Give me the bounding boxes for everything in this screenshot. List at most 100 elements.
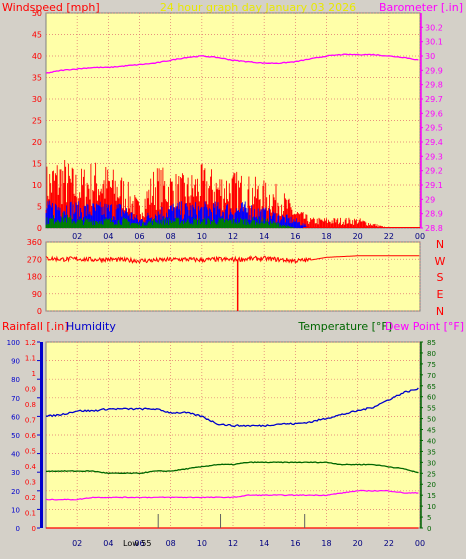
temperature-tick-label: 85 xyxy=(427,339,436,347)
temperature-axis-title: Temperature [°F] xyxy=(297,320,392,333)
humidity-tick-label: 50 xyxy=(11,432,20,440)
humidity-tick-label: 0 xyxy=(16,525,20,533)
compass-label: S xyxy=(437,271,444,284)
dew-point-line xyxy=(45,489,419,501)
direction-series-group xyxy=(45,255,420,311)
humidity-axis-title: Humidity xyxy=(66,320,116,333)
rainfall-ticks: 0 0.1 0.2 0.3 0.4 0.5 0.6 0.7 0.8 0.9 1 1.1 1.2 xyxy=(25,339,37,533)
temperature-tick-label: 70 xyxy=(427,372,436,380)
windspeed-tick-label: 0 xyxy=(37,224,42,233)
x-tick-label: 18 xyxy=(321,232,331,241)
windspeed-tick-label: 10 xyxy=(32,181,42,190)
direction-tick-label: 360 xyxy=(27,238,42,247)
humidity-tick-label: 70 xyxy=(11,395,20,403)
temperature-ticks: 0 5 10 15 20 25 30 35 40 45 50 55 60 65 70 75 80 85 xyxy=(420,339,436,533)
x-tick-label: 20 xyxy=(353,232,363,241)
rainfall-axis-title: Rainfall [.in] xyxy=(2,320,69,333)
temperature-tick-label: 75 xyxy=(427,361,436,369)
barometer-tick-label: 30 xyxy=(425,52,435,61)
x-tick-label: 00 xyxy=(415,539,425,548)
barometer-axis-title: Barometer [.in] xyxy=(379,1,463,14)
temperature-tick-label: 35 xyxy=(427,448,436,456)
x-tick-label: 06 xyxy=(134,539,144,548)
humidity-scale-bar xyxy=(40,342,43,528)
rainfall-tick-label: 1.1 xyxy=(25,355,36,363)
humidity-tick-label: 10 xyxy=(11,506,20,514)
windspeed-tick-label: 20 xyxy=(32,138,42,147)
barometer-tick-label: 29 xyxy=(425,195,435,204)
windspeed-axis-title: Windspeed [mph] xyxy=(2,1,100,14)
rainfall-tick-label: 0.2 xyxy=(25,494,36,502)
direction-tick-label: 90 xyxy=(32,290,42,299)
x-tick-label: 04 xyxy=(103,539,113,548)
compass-label: E xyxy=(437,288,444,301)
barometer-tick-label: 29.9 xyxy=(425,66,443,75)
x-tick-label: 18 xyxy=(321,539,331,548)
x-tick-label: 10 xyxy=(197,539,207,548)
temperature-tick-label: 15 xyxy=(427,492,436,500)
rainfall-tick-label: 0.3 xyxy=(25,479,36,487)
barometer-tick-label: 29.5 xyxy=(425,124,443,133)
wind-direction-line xyxy=(45,255,420,265)
humidity-tick-label: 30 xyxy=(11,469,20,477)
barometer-tick-label: 29.7 xyxy=(425,95,443,104)
rainfall-tick-label: 0.5 xyxy=(25,448,36,456)
dew-point-axis-title: Dew Point [°F] xyxy=(385,320,464,333)
barometer-tick-label: 29.3 xyxy=(425,152,443,161)
temperature-tick-label: 55 xyxy=(427,405,436,413)
humidity-tick-label: 80 xyxy=(11,376,20,384)
compass-label: W xyxy=(435,255,446,268)
rainfall-tick-label: 0.8 xyxy=(25,401,36,409)
barometer-tick-label: 30.2 xyxy=(425,23,443,32)
x-tick-label: 06 xyxy=(134,232,144,241)
temperature-tick-label: 65 xyxy=(427,383,436,391)
x-tick-label: 00 xyxy=(415,232,425,241)
rainfall-tick-label: 1 xyxy=(32,370,36,378)
barometer-tick-label: 29.1 xyxy=(425,181,443,190)
x-tick-label: 16 xyxy=(290,539,300,548)
barometer-tick-label: 30.1 xyxy=(425,38,443,47)
low-annotation: Low 55 xyxy=(123,539,151,548)
x-tick-label: 04 xyxy=(103,232,113,241)
windspeed-tick-label: 30 xyxy=(32,95,42,104)
rainfall-tick-label: 0.6 xyxy=(25,432,37,440)
compass-label: N xyxy=(436,305,444,318)
barometer-line xyxy=(45,53,419,74)
rainfall-tick-label: 0.9 xyxy=(25,386,36,394)
wind-series-wind-low xyxy=(45,212,296,228)
humidity-tick-label: 20 xyxy=(11,488,20,496)
windspeed-tick-label: 5 xyxy=(37,203,42,212)
windspeed-tick-label: 15 xyxy=(32,160,42,169)
rainfall-tick-label: 0.1 xyxy=(25,510,36,518)
x-tick-label: 02 xyxy=(72,232,82,241)
barometer-tick-label: 29.4 xyxy=(425,138,443,147)
direction-tick-label: 180 xyxy=(27,273,42,282)
x-tick-label: 16 xyxy=(290,232,300,241)
temperature-tick-label: 25 xyxy=(427,470,436,478)
graph-title: 24 hour graph day January 03 2026 xyxy=(160,1,356,14)
temperature-tick-label: 0 xyxy=(427,525,431,533)
temperature-x-ticks: 02 04 06 08 10 12 14 16 18 20 22 00 xyxy=(72,539,425,548)
x-tick-label: 22 xyxy=(384,232,394,241)
rainfall-tick-label: 0.7 xyxy=(25,417,36,425)
temperature-series-group xyxy=(45,387,419,529)
x-tick-label: 20 xyxy=(353,539,363,548)
x-tick-label: 22 xyxy=(384,539,394,548)
windspeed-tick-label: 50 xyxy=(32,9,42,18)
barometer-tick-label: 28.8 xyxy=(425,224,443,233)
temperature-tick-label: 50 xyxy=(427,416,436,424)
x-tick-label: 12 xyxy=(228,232,238,241)
temperature-tick-label: 80 xyxy=(427,350,436,358)
humidity-tick-label: 90 xyxy=(11,358,20,366)
humidity-tick-label: 40 xyxy=(11,451,20,459)
rainfall-tick-label: 1.2 xyxy=(25,339,36,347)
windspeed-ticks: 0 5 10 15 20 25 30 35 40 45 50 xyxy=(32,9,42,233)
temperature-tick-label: 60 xyxy=(427,394,436,402)
windspeed-tick-label: 35 xyxy=(32,74,42,83)
